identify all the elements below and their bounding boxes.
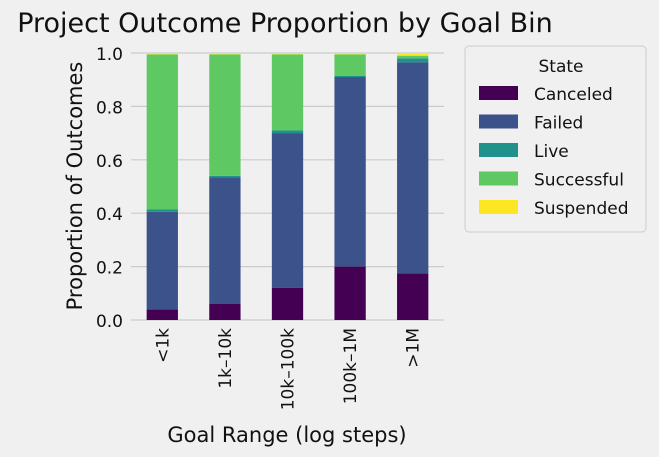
y-tick-label: 0.8 — [96, 98, 123, 118]
chart-title: Project Outcome Proportion by Goal Bin — [17, 8, 553, 39]
x-tick-label: 100k–1M — [341, 328, 361, 404]
bar-segment-successful — [397, 55, 429, 59]
bar-segment-successful — [334, 54, 366, 76]
bar-segment-canceled — [397, 273, 429, 320]
x-tick-label: >1M — [404, 328, 424, 368]
y-axis-label: Proportion of Outcomes — [63, 62, 87, 311]
y-tick-label: 1.0 — [96, 45, 123, 65]
bar-segment-live — [146, 209, 178, 212]
x-tick-labels: <1k 1k–10k 10k–100k 100k–1M >1M — [153, 328, 423, 410]
legend-label: Successful — [534, 171, 624, 191]
x-axis-label: Goal Range (log steps) — [167, 423, 406, 447]
bar-segment-suspended — [209, 53, 241, 55]
bar-segment-canceled — [209, 303, 241, 320]
bar-segment-failed — [397, 62, 429, 274]
bar-segment-suspended — [397, 53, 429, 56]
bar-segment-failed — [271, 133, 304, 288]
legend-label: Suspended — [534, 199, 629, 219]
bar-segment-successful — [209, 54, 241, 176]
bar-segment-failed — [146, 211, 178, 310]
bar-segment-suspended — [146, 53, 178, 55]
y-tick-labels: 0.0 0.2 0.4 0.6 0.8 1.0 — [96, 45, 123, 332]
y-tick-label: 0.2 — [96, 259, 123, 279]
y-tick-label: 0.0 — [96, 312, 123, 332]
bar-segment-canceled — [271, 287, 304, 320]
bar-segment-successful — [146, 54, 178, 210]
y-tick-label: 0.6 — [96, 152, 123, 172]
legend: State Canceled Failed Live Successful Suspen… — [464, 45, 647, 233]
legend-items: Canceled Failed Live Successful Suspended — [479, 85, 629, 219]
bar-segment-failed — [334, 77, 366, 267]
bar-segment-live — [271, 130, 304, 134]
legend-swatch — [479, 86, 518, 100]
x-tick-label: 10k–100k — [279, 328, 299, 410]
bar-segment-failed — [209, 177, 241, 304]
bar-segment-live — [397, 58, 429, 63]
x-tick-label: <1k — [153, 328, 173, 363]
legend-label: Live — [534, 142, 569, 162]
bar-segment-live — [209, 175, 241, 178]
bar-segment-suspended — [334, 53, 366, 55]
y-tick-label: 0.4 — [96, 205, 123, 225]
x-tick-label: 1k–10k — [216, 328, 236, 389]
legend-swatch — [479, 143, 518, 157]
bar-segment-suspended — [271, 53, 304, 55]
legend-label: Canceled — [534, 85, 613, 105]
legend-swatch — [479, 114, 518, 129]
bar-segment-canceled — [334, 266, 366, 320]
legend-swatch — [479, 171, 518, 186]
bar-segment-successful — [271, 54, 304, 131]
legend-title: State — [539, 57, 584, 77]
bar-segment-canceled — [146, 309, 178, 320]
bars — [146, 53, 429, 320]
legend-label: Failed — [534, 114, 583, 134]
bar-segment-live — [334, 75, 366, 78]
legend-swatch — [479, 200, 518, 214]
